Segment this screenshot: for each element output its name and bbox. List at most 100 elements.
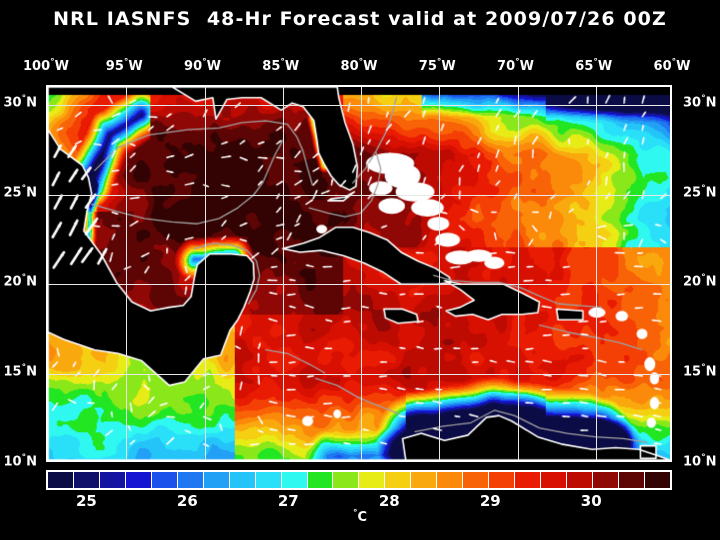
colorbar-segment-5 xyxy=(177,472,204,488)
lat-tick-hemisphere: N xyxy=(705,454,717,470)
lat-tick-value: 15 xyxy=(3,364,22,380)
lat-tick-label-left-20N: 20°N xyxy=(3,273,37,290)
colorbar-tick-27: 27 xyxy=(277,492,299,510)
lat-tick-label-right-30N: 30°N xyxy=(683,94,717,111)
lon-tick-hemisphere: W xyxy=(519,59,534,74)
degree-icon: ° xyxy=(701,183,706,194)
colorbar-tick-30: 30 xyxy=(580,492,602,510)
lon-tick-label-85W: 85°W xyxy=(262,57,300,74)
lat-tick-value: 20 xyxy=(683,274,702,290)
degree-icon: ° xyxy=(701,273,706,284)
lat-tick-hemisphere: N xyxy=(705,274,717,290)
figure-title: NRL IASNFS 48-Hr Forecast valid at 2009/… xyxy=(53,8,667,30)
colorbar-segment-7 xyxy=(229,472,256,488)
lat-tick-label-left-15N: 15°N xyxy=(3,363,37,380)
colorbar-segment-10 xyxy=(307,472,334,488)
lon-tick-label-70W: 70°W xyxy=(497,57,534,74)
colorbar-segment-22 xyxy=(618,472,645,488)
lat-tick-hemisphere: N xyxy=(26,364,37,380)
lon-tick-hemisphere: W xyxy=(54,59,69,74)
lon-tick-hemisphere: W xyxy=(676,59,691,74)
colorbar-tick-28: 28 xyxy=(378,492,400,510)
lat-tick-label-left-25N: 25°N xyxy=(3,183,37,201)
lat-tick-value: 10 xyxy=(683,454,702,470)
degree-icon: ° xyxy=(701,363,706,374)
degree-icon: ° xyxy=(593,57,598,68)
colorbar-segment-8 xyxy=(255,472,282,488)
lat-tick-hemisphere: N xyxy=(705,364,717,380)
lat-tick-value: 30 xyxy=(683,95,702,111)
lon-tick-label-90W: 90°W xyxy=(184,57,221,74)
lon-tick-label-95W: 95°W xyxy=(105,57,143,74)
sst-heatmap-canvas xyxy=(48,87,670,460)
lat-tick-value: 30 xyxy=(3,95,22,111)
colorbar-tick-29: 29 xyxy=(479,492,501,510)
lat-tick-hemisphere: N xyxy=(705,185,717,201)
degree-icon: ° xyxy=(701,453,706,464)
colorbar-unit-label: °C xyxy=(0,509,720,525)
lon-tick-label-75W: 75°W xyxy=(418,57,456,74)
degree-icon: ° xyxy=(358,57,364,68)
lon-tick-value: 60 xyxy=(653,59,672,74)
lat-tick-hemisphere: N xyxy=(26,185,37,201)
degree-icon: ° xyxy=(123,57,129,68)
degree-icon: ° xyxy=(21,273,27,284)
degree-icon: ° xyxy=(21,94,27,105)
colorbar-segment-21 xyxy=(593,472,619,488)
colorbar-segment-15 xyxy=(437,472,464,488)
celsius-letter: C xyxy=(357,510,368,525)
colorbar-segment-11 xyxy=(333,472,360,488)
lat-tick-value: 10 xyxy=(3,454,22,470)
lon-tick-value: 85 xyxy=(262,59,281,74)
lat-tick-hemisphere: N xyxy=(705,95,717,111)
degree-icon: ° xyxy=(671,57,677,68)
degree-icon: ° xyxy=(21,183,27,194)
lat-tick-label-right-25N: 25°N xyxy=(683,183,717,201)
colorbar-segment-20 xyxy=(567,472,594,488)
degree-icon: ° xyxy=(701,94,706,105)
colorbar-segment-9 xyxy=(281,472,308,488)
degree-icon: ° xyxy=(515,57,520,68)
colorbar-segment-19 xyxy=(541,472,568,488)
colorbar-segment-17 xyxy=(489,472,516,488)
map-plot-area[interactable]: Surface Temperature xyxy=(46,85,672,462)
degree-icon: ° xyxy=(202,57,207,68)
lon-tick-value: 100 xyxy=(23,59,51,74)
colorbar-segment-3 xyxy=(125,472,152,488)
degree-icon: ° xyxy=(21,363,27,374)
lat-tick-hemisphere: N xyxy=(26,454,37,470)
temperature-colorbar[interactable] xyxy=(46,470,672,490)
colorbar-segment-2 xyxy=(99,472,126,488)
lat-tick-label-right-10N: 10°N xyxy=(683,453,717,470)
lat-tick-label-right-20N: 20°N xyxy=(683,273,717,290)
lon-tick-label-65W: 65°W xyxy=(575,57,612,74)
lon-tick-hemisphere: W xyxy=(128,59,143,74)
colorbar-segment-12 xyxy=(359,472,386,488)
lon-tick-label-100W: 100°W xyxy=(23,57,69,74)
colorbar-tick-26: 26 xyxy=(176,492,198,510)
lon-tick-label-60W: 60°W xyxy=(653,57,691,74)
colorbar-tick-25: 25 xyxy=(75,492,97,510)
lon-tick-value: 70 xyxy=(497,59,516,74)
lon-tick-value: 65 xyxy=(575,59,594,74)
lon-tick-hemisphere: W xyxy=(363,59,378,74)
lat-tick-value: 25 xyxy=(3,185,22,201)
lat-tick-value: 20 xyxy=(3,274,22,290)
lon-tick-hemisphere: W xyxy=(206,59,221,74)
lon-tick-value: 80 xyxy=(340,59,359,74)
colorbar-segment-16 xyxy=(463,472,490,488)
lon-tick-value: 95 xyxy=(105,59,124,74)
lon-tick-value: 90 xyxy=(184,59,203,74)
lat-tick-hemisphere: N xyxy=(26,274,37,290)
colorbar-segment-18 xyxy=(515,472,542,488)
lon-tick-label-80W: 80°W xyxy=(340,57,378,74)
lon-tick-value: 75 xyxy=(418,59,437,74)
degree-icon: ° xyxy=(50,57,55,68)
lat-tick-label-left-30N: 30°N xyxy=(3,94,37,111)
colorbar-segment-1 xyxy=(73,472,100,488)
degree-icon: ° xyxy=(436,57,442,68)
colorbar-segment-0 xyxy=(48,472,74,488)
lon-tick-hemisphere: W xyxy=(284,59,300,74)
degree-icon: ° xyxy=(280,57,285,68)
